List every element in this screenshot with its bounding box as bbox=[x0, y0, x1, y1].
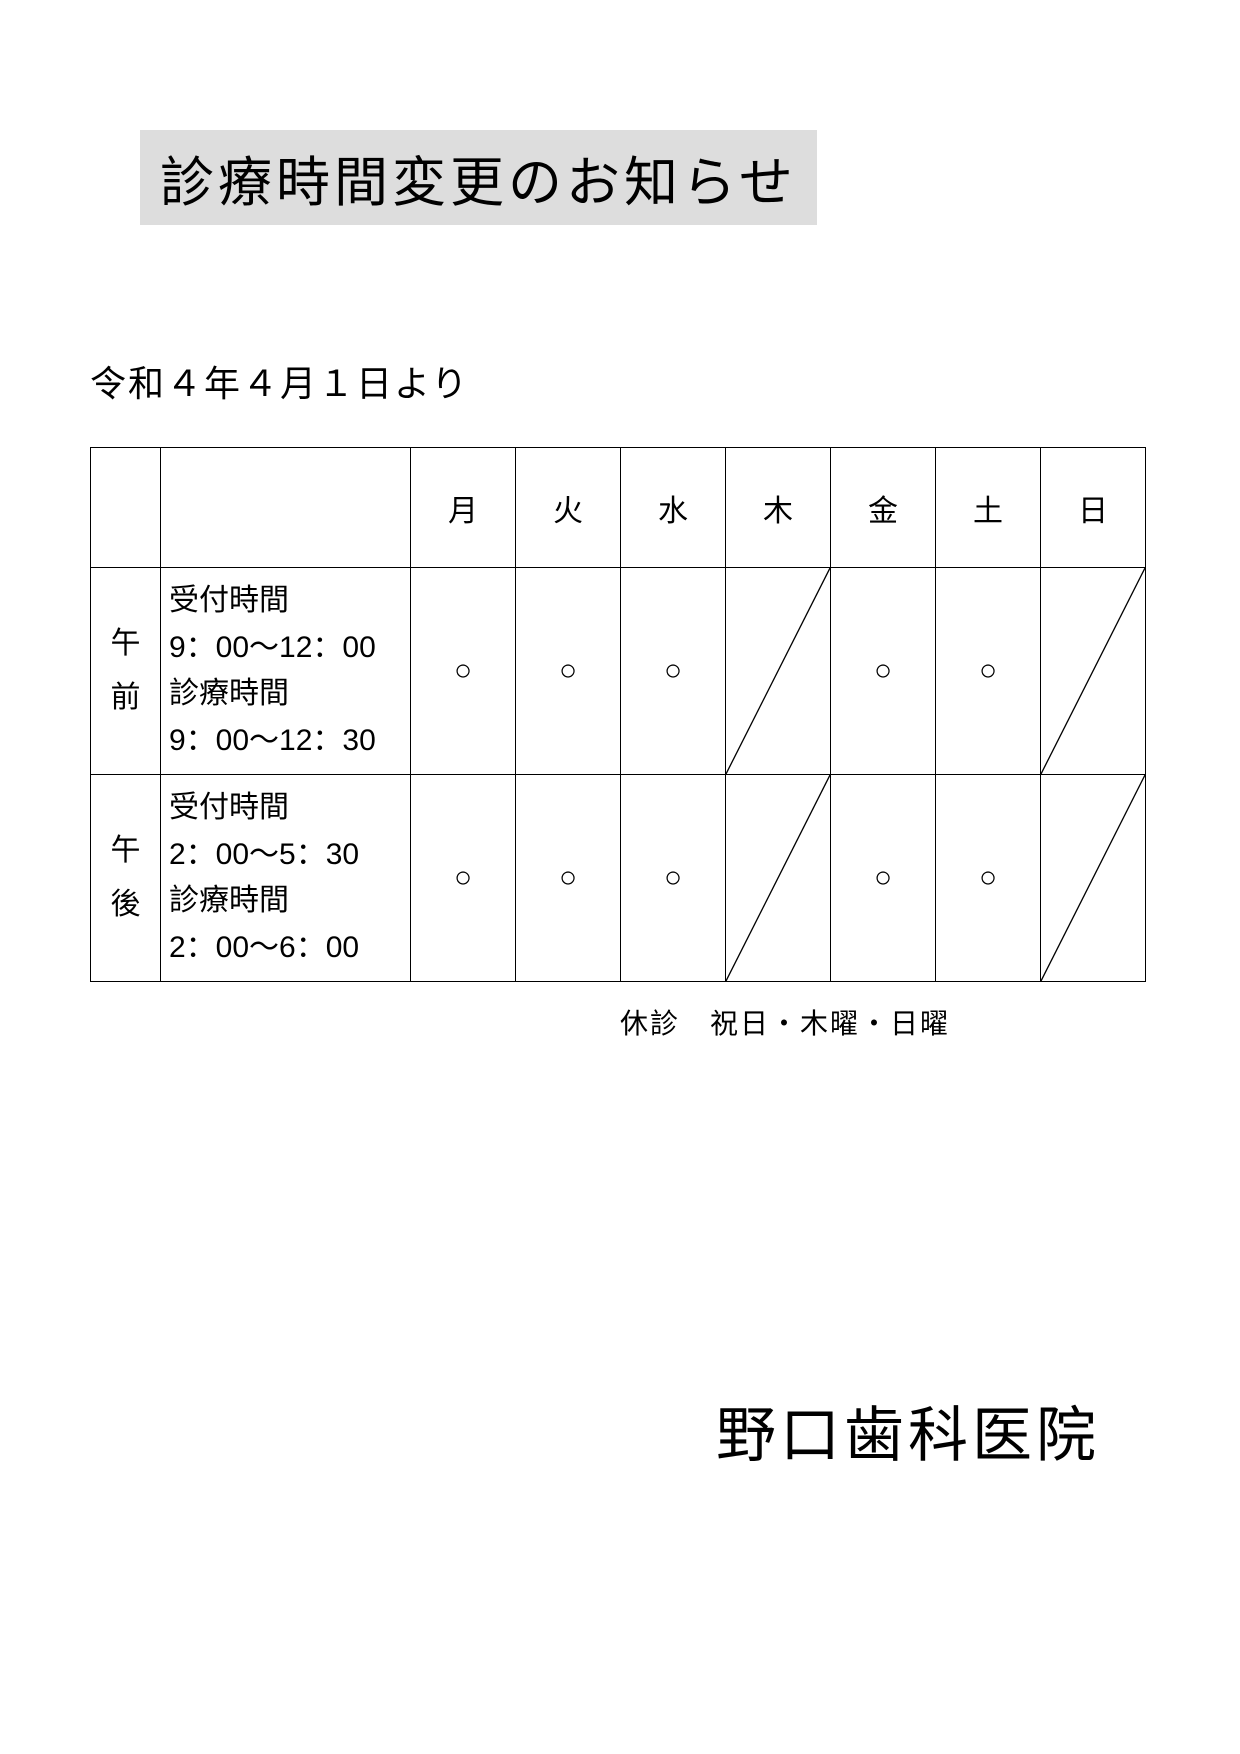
table-header-row: 月 火 水 木 金 土 日 bbox=[91, 448, 1146, 568]
times-am: 受付時間 9：00〜12：00 診療時間 9：00〜12：30 bbox=[161, 568, 411, 775]
header-wed: 水 bbox=[621, 448, 726, 568]
am-sat: ○ bbox=[936, 568, 1041, 775]
clinic-name: 野口歯科医院 bbox=[716, 1387, 1100, 1474]
diagonal-line-icon bbox=[726, 568, 830, 774]
pm-line3: 診療時間 bbox=[169, 884, 289, 917]
header-thu: 木 bbox=[726, 448, 831, 568]
diagonal-line-icon bbox=[1041, 568, 1145, 774]
diagonal-line-icon bbox=[1041, 775, 1145, 981]
header-mon: 月 bbox=[411, 448, 516, 568]
am-line1: 受付時間 bbox=[169, 584, 289, 617]
pm-sat: ○ bbox=[936, 775, 1041, 982]
period-pm-char2: 後 bbox=[111, 888, 141, 921]
period-pm-char1: 午 bbox=[111, 834, 141, 867]
header-blank-2 bbox=[161, 448, 411, 568]
am-wed: ○ bbox=[621, 568, 726, 775]
header-fri: 金 bbox=[831, 448, 936, 568]
schedule-table: 月 火 水 木 金 土 日 午 前 受付時間 9：00〜12：00 診療時間 9… bbox=[90, 447, 1146, 982]
am-fri: ○ bbox=[831, 568, 936, 775]
pm-line2: 2：00〜5：30 bbox=[169, 838, 359, 871]
pm-sun bbox=[1041, 775, 1146, 982]
period-am-char2: 前 bbox=[111, 681, 141, 714]
pm-line1: 受付時間 bbox=[169, 791, 289, 824]
table-row-am: 午 前 受付時間 9：00〜12：00 診療時間 9：00〜12：30 ○ ○ … bbox=[91, 568, 1146, 775]
am-line4: 9：00〜12：30 bbox=[169, 724, 376, 757]
header-sat: 土 bbox=[936, 448, 1041, 568]
am-sun bbox=[1041, 568, 1146, 775]
header-tue: 火 bbox=[516, 448, 621, 568]
period-pm: 午 後 bbox=[91, 775, 161, 982]
period-am: 午 前 bbox=[91, 568, 161, 775]
pm-wed: ○ bbox=[621, 775, 726, 982]
diagonal-line-icon bbox=[726, 775, 830, 981]
am-tue: ○ bbox=[516, 568, 621, 775]
pm-mon: ○ bbox=[411, 775, 516, 982]
times-pm: 受付時間 2：00〜5：30 診療時間 2：00〜6：00 bbox=[161, 775, 411, 982]
header-sun: 日 bbox=[1041, 448, 1146, 568]
effective-date: 令和４年４月１日より bbox=[90, 355, 1160, 407]
period-am-char1: 午 bbox=[111, 627, 141, 660]
pm-line4: 2：00〜6：00 bbox=[169, 931, 359, 964]
pm-fri: ○ bbox=[831, 775, 936, 982]
pm-tue: ○ bbox=[516, 775, 621, 982]
footer-note: 休診 祝日・木曜・日曜 bbox=[620, 1002, 1160, 1042]
am-thu bbox=[726, 568, 831, 775]
am-line2: 9：00〜12：00 bbox=[169, 631, 376, 664]
header-blank-1 bbox=[91, 448, 161, 568]
am-line3: 診療時間 bbox=[169, 677, 289, 710]
table-row-pm: 午 後 受付時間 2：00〜5：30 診療時間 2：00〜6：00 ○ ○ ○ … bbox=[91, 775, 1146, 982]
pm-thu bbox=[726, 775, 831, 982]
page-title: 診療時間変更のお知らせ bbox=[140, 130, 817, 225]
am-mon: ○ bbox=[411, 568, 516, 775]
